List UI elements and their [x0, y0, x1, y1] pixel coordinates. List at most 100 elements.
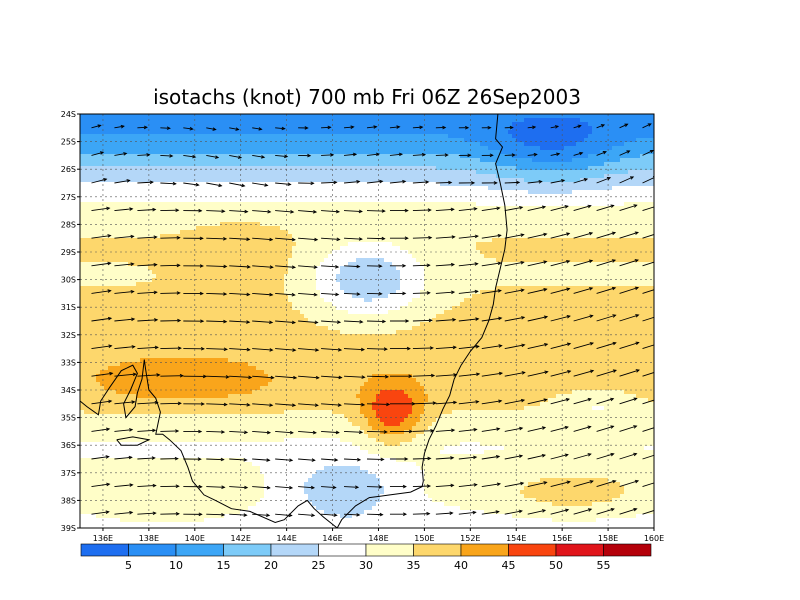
field-cell	[260, 118, 265, 123]
field-cell	[508, 178, 513, 183]
field-cell	[228, 234, 233, 239]
field-cell	[228, 162, 233, 167]
field-cell	[304, 226, 309, 231]
field-cell	[572, 146, 577, 151]
field-cell	[504, 178, 509, 183]
field-cell	[348, 166, 353, 171]
field-cell	[628, 138, 633, 143]
field-cell	[240, 138, 245, 143]
field-cell	[80, 238, 85, 243]
field-cell	[304, 214, 309, 219]
field-cell	[604, 178, 609, 183]
field-cell	[164, 238, 169, 243]
field-cell	[624, 146, 629, 151]
field-cell	[96, 198, 101, 203]
field-cell	[132, 210, 137, 215]
field-cell	[160, 242, 165, 247]
field-cell	[488, 246, 493, 251]
field-cell	[384, 218, 389, 223]
field-cell	[576, 134, 581, 139]
field-cell	[248, 122, 253, 127]
field-cell	[608, 206, 613, 211]
field-cell	[336, 178, 341, 183]
field-cell	[436, 118, 441, 123]
field-cell	[324, 194, 329, 199]
field-cell	[296, 114, 301, 119]
field-cell	[640, 138, 645, 143]
field-cell	[252, 134, 257, 139]
field-cell	[604, 150, 609, 155]
field-cell	[92, 202, 97, 207]
field-cell	[228, 238, 233, 243]
field-cell	[84, 146, 89, 151]
field-cell	[576, 226, 581, 231]
field-cell	[456, 226, 461, 231]
field-cell	[228, 214, 233, 219]
field-cell	[316, 130, 321, 135]
field-cell	[208, 182, 213, 187]
field-cell	[292, 130, 297, 135]
field-cell	[300, 174, 305, 179]
field-cell	[284, 178, 289, 183]
field-cell	[388, 142, 393, 147]
field-cell	[444, 194, 449, 199]
field-cell	[200, 250, 205, 255]
field-cell	[260, 190, 265, 195]
field-cell	[112, 134, 117, 139]
field-cell	[500, 130, 505, 135]
field-cell	[292, 198, 297, 203]
field-cell	[160, 186, 165, 191]
field-cell	[116, 126, 121, 131]
field-cell	[140, 194, 145, 199]
field-cell	[460, 178, 465, 183]
field-cell	[352, 186, 357, 191]
field-cell	[184, 198, 189, 203]
field-cell	[416, 210, 421, 215]
field-cell	[616, 118, 621, 123]
field-cell	[136, 142, 141, 147]
field-cell	[188, 238, 193, 243]
field-cell	[344, 154, 349, 159]
field-cell	[580, 222, 585, 227]
field-cell	[236, 162, 241, 167]
field-cell	[144, 242, 149, 247]
field-cell	[460, 134, 465, 139]
field-cell	[556, 130, 561, 135]
field-cell	[296, 234, 301, 239]
field-cell	[312, 162, 317, 167]
field-cell	[192, 198, 197, 203]
field-cell	[472, 114, 477, 119]
field-cell	[556, 186, 561, 191]
field-cell	[524, 182, 529, 187]
field-cell	[436, 234, 441, 239]
field-cell	[652, 218, 654, 223]
field-cell	[564, 114, 569, 119]
field-cell	[444, 134, 449, 139]
field-cell	[112, 130, 117, 135]
field-cell	[108, 194, 113, 199]
field-cell	[152, 190, 157, 195]
field-cell	[516, 162, 521, 167]
field-cell	[588, 134, 593, 139]
field-cell	[368, 238, 373, 243]
field-cell	[608, 158, 613, 163]
field-cell	[616, 202, 621, 207]
field-cell	[404, 242, 409, 247]
field-cell	[120, 214, 125, 219]
field-cell	[444, 170, 449, 175]
field-cell	[172, 206, 177, 211]
field-cell	[352, 138, 357, 143]
field-cell	[128, 202, 133, 207]
field-cell	[84, 130, 89, 135]
field-cell	[100, 174, 105, 179]
field-cell	[564, 210, 569, 215]
field-cell	[636, 194, 641, 199]
field-cell	[252, 194, 257, 199]
field-cell	[556, 226, 561, 231]
field-cell	[444, 182, 449, 187]
field-cell	[428, 154, 433, 159]
field-cell	[620, 118, 625, 123]
field-cell	[248, 126, 253, 131]
field-cell	[572, 206, 577, 211]
field-cell	[204, 226, 209, 231]
